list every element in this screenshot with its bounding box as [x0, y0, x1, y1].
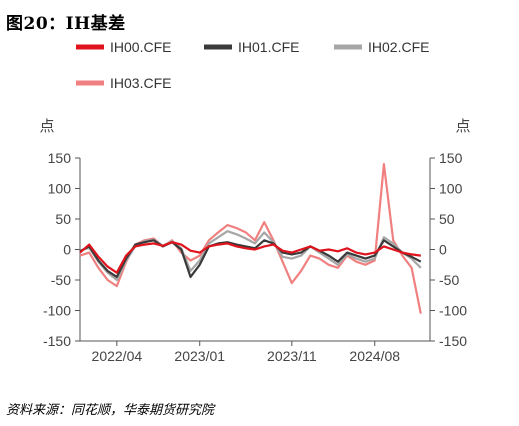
- y-unit-left: 点: [39, 117, 54, 135]
- y-tick-label-left: 150: [48, 150, 72, 166]
- y-tick-label-right: 50: [439, 211, 455, 227]
- y-tick-label-left: -150: [43, 333, 71, 349]
- legend: IH00.CFE IH01.CFE IH02.CFE IH03.CFE: [76, 39, 429, 91]
- legend-label-ih02-cfe: IH02.CFE: [368, 39, 429, 55]
- x-tick-label: 2023/11: [267, 348, 317, 364]
- x-tick-label: 2023/01: [174, 348, 225, 364]
- series-line-ih00-cfe: [79, 241, 421, 274]
- series-line-ih01-cfe: [79, 239, 422, 278]
- y-tick-label-left: -100: [43, 303, 71, 319]
- y-tick-label-left: 0: [63, 242, 71, 258]
- y-tick-label-right: 0: [439, 242, 447, 258]
- series-layer: [79, 163, 422, 314]
- legend-label-ih00-cfe: IH00.CFE: [110, 39, 171, 55]
- y-tick-label-right: -50: [439, 272, 459, 288]
- y-tick-label-right: 100: [439, 181, 463, 197]
- y-tick-label-left: 100: [48, 181, 72, 197]
- x-tick-label: 2024/08: [349, 348, 400, 364]
- y-tick-label-right: -100: [439, 303, 467, 319]
- y-tick-label-left: -50: [51, 272, 71, 288]
- series-line-ih02-cfe: [79, 230, 422, 282]
- chart-title: 图20：IH基差: [6, 14, 126, 34]
- legend-label-ih03-cfe: IH03.CFE: [110, 75, 171, 91]
- y-tick-label-right: -150: [439, 333, 467, 349]
- y-unit-right: 点: [455, 117, 470, 135]
- x-tick-label: 2022/04: [92, 348, 143, 364]
- source-note: 资料来源：同花顺，华泰期货研究院: [6, 403, 215, 418]
- y-tick-label-right: 150: [439, 150, 463, 166]
- series-line-ih03-cfe: [79, 163, 422, 314]
- axes: 点 点 150 150 100 100 50 50 0 0 -50 -50 -100 -100 -150 -1…: [39, 117, 470, 364]
- legend-label-ih01-cfe: IH01.CFE: [238, 39, 299, 55]
- y-tick-label-left: 50: [55, 211, 71, 227]
